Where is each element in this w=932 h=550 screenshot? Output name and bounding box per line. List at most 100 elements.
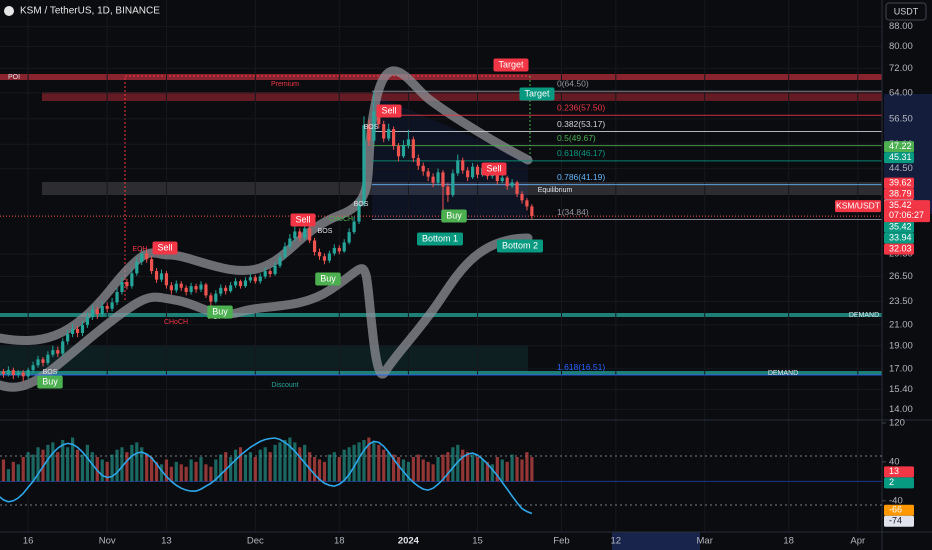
candle-body <box>224 287 228 292</box>
candle-body <box>194 286 198 290</box>
annotation: BOS <box>318 228 333 235</box>
osc-bar <box>322 461 327 482</box>
annotation: Discount <box>271 382 298 389</box>
osc-bar <box>475 457 480 482</box>
annotation: Premium <box>271 81 299 88</box>
candle-body <box>179 283 183 288</box>
osc-bar <box>233 449 238 482</box>
osc-bar <box>298 447 302 482</box>
candle-body <box>426 171 430 177</box>
fib-label: 0.236(57.50) <box>557 102 605 112</box>
osc-bar <box>224 452 228 482</box>
annotation: DEMAND <box>849 312 879 319</box>
candle-body <box>317 252 322 257</box>
osc-bar <box>204 464 208 482</box>
candle-body <box>312 240 317 253</box>
annotation: EQH <box>132 246 147 253</box>
osc-bar <box>372 442 376 482</box>
currency-button[interactable] <box>885 2 927 21</box>
osc-bar <box>1 459 6 482</box>
candle-body <box>199 284 203 290</box>
candle-body <box>120 282 124 292</box>
annotation: Sell <box>157 242 172 252</box>
osc-line <box>0 437 533 515</box>
osc-bar <box>135 442 139 482</box>
osc-bar <box>248 452 252 482</box>
osc-bar <box>431 464 435 482</box>
x-tick-label: 15 <box>472 536 483 547</box>
osc-bar <box>396 457 401 482</box>
plot: 0(64.50) 0.236(57.50) 0.382(53.17) 0.5(49.6… <box>0 58 882 389</box>
candle-body <box>391 129 396 146</box>
osc-tick-label: 120 <box>889 417 905 428</box>
osc-badge-bg <box>884 504 914 516</box>
candle-body <box>204 284 208 296</box>
price-badge: 35.42 <box>889 222 912 232</box>
candle-body <box>95 309 99 315</box>
annotation: Bottom 2 <box>502 240 538 250</box>
osc-bar <box>515 457 519 482</box>
annotation: Buy <box>212 306 228 316</box>
candle-body <box>164 273 169 286</box>
osc-bar <box>332 452 336 482</box>
osc-bar <box>466 452 470 482</box>
osc-bar <box>362 439 366 482</box>
osc-bar <box>150 457 154 482</box>
y-tick-label: 44.50 <box>889 163 913 174</box>
candle-body <box>258 276 262 282</box>
osc-badge-bg <box>884 515 914 527</box>
osc-bar <box>461 449 465 482</box>
candle-body <box>377 111 381 125</box>
annotation: Sell <box>381 105 396 115</box>
osc-bar <box>120 447 124 482</box>
osc-bar <box>411 457 415 482</box>
candle-body <box>26 370 30 377</box>
candle-body <box>308 228 312 241</box>
osc-bar <box>505 461 509 482</box>
osc-bar <box>377 444 381 482</box>
candle-body <box>61 341 65 354</box>
osc-badge: -74 <box>889 516 902 526</box>
osc-bar <box>451 447 455 482</box>
y-tick-label: 56.50 <box>889 113 913 124</box>
candle-body <box>16 372 20 376</box>
price-badge-bg <box>884 152 914 164</box>
osc-bar <box>189 459 193 482</box>
price-badge-bg <box>884 177 914 189</box>
candle-body <box>500 177 504 182</box>
osc-badge: 2 <box>889 477 894 487</box>
x-tick-label: 2024 <box>398 536 420 547</box>
y-tick-label: 23.50 <box>889 296 913 307</box>
candle-body <box>253 277 257 282</box>
candle-body <box>159 273 164 280</box>
premium-zone <box>42 92 882 101</box>
candle-body <box>367 125 371 141</box>
osc-bar <box>229 457 233 482</box>
candle-body <box>342 242 346 252</box>
osc-bar <box>342 449 346 482</box>
y-tick-label: 17.00 <box>889 363 913 374</box>
candle-body <box>352 221 356 233</box>
osc-bar <box>184 466 188 482</box>
osc-bar <box>80 454 85 482</box>
price-badge-bg <box>884 188 914 200</box>
osc-tick-label: -40 <box>889 495 903 506</box>
candle-body <box>21 372 25 377</box>
candle-body <box>214 293 218 302</box>
osc-bar <box>140 447 144 482</box>
osc-bar <box>100 459 104 482</box>
candle-body <box>441 172 445 187</box>
chart-title: KSM / TetherUS, 1D, BINANCE <box>20 6 160 17</box>
osc-bar <box>56 452 60 482</box>
candle-body <box>219 287 223 294</box>
fib-label: 0.382(53.17) <box>557 119 605 129</box>
osc-badge-bg <box>884 466 914 478</box>
annotation: Sell <box>486 163 501 173</box>
annotation-box <box>496 239 544 253</box>
osc-bar <box>288 437 292 482</box>
candle-body <box>530 206 534 217</box>
candle-body <box>36 359 40 366</box>
candle-body <box>362 125 366 205</box>
candle-body <box>11 370 15 376</box>
